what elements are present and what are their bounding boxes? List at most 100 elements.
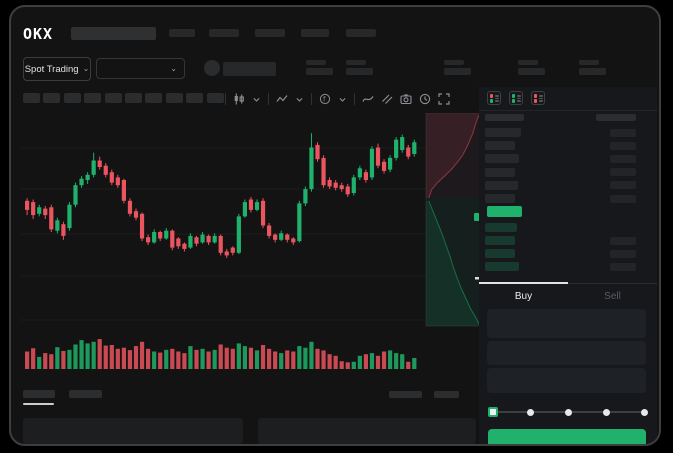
svg-text:f: f xyxy=(323,95,326,103)
bar xyxy=(490,94,493,98)
chevron-down-icon[interactable] xyxy=(252,95,261,104)
order-book-ask-row[interactable] xyxy=(485,180,518,190)
slider-stop[interactable] xyxy=(603,408,610,416)
order-book-bid-row[interactable] xyxy=(485,223,517,232)
market-type-dropdown[interactable]: Spot Trading ⌄ xyxy=(23,57,91,81)
book-bids-view-icon[interactable] xyxy=(509,91,523,105)
order-book-bid-row[interactable] xyxy=(485,236,515,245)
candle-style-icon[interactable] xyxy=(233,93,245,105)
grid-layer xyxy=(21,147,476,321)
book-asks-view-icon[interactable] xyxy=(531,91,545,105)
book-split-view-icon[interactable] xyxy=(487,91,501,105)
draw-tools-icon[interactable] xyxy=(381,93,393,105)
line xyxy=(517,97,521,99)
chevron-down-icon: ⌄ xyxy=(82,64,90,73)
coin-avatar xyxy=(204,60,220,76)
order-book-ask-row[interactable] xyxy=(485,167,515,177)
amount-slider[interactable] xyxy=(488,405,648,419)
bottom-action-2[interactable] xyxy=(434,391,459,398)
compare-icon[interactable] xyxy=(276,93,288,105)
chevron-down-icon[interactable] xyxy=(295,95,304,104)
bid-amount-skeleton[interactable] xyxy=(610,236,636,245)
toolbar-divider xyxy=(268,93,269,105)
ob-header-right-skeleton xyxy=(596,114,636,121)
bar xyxy=(512,94,515,98)
bottom-tab-2[interactable] xyxy=(69,390,102,398)
timeframe-button-skeleton[interactable] xyxy=(104,93,122,103)
tab-sell[interactable]: Sell xyxy=(604,290,621,302)
slider-handle[interactable] xyxy=(488,407,498,417)
chevron-down-icon[interactable] xyxy=(338,95,347,104)
timeframe-button-skeleton[interactable] xyxy=(186,93,204,103)
indicators-icon[interactable]: f xyxy=(319,93,331,105)
toolbar-divider xyxy=(354,93,355,105)
timeframe-button-skeleton[interactable] xyxy=(165,93,183,103)
order-book-ask-row[interactable] xyxy=(485,194,515,203)
slider-stop[interactable] xyxy=(641,408,648,416)
order-book-ask-row[interactable] xyxy=(485,141,515,151)
stat-label-skeleton xyxy=(346,60,366,65)
slider-stop[interactable] xyxy=(565,408,572,416)
active-tab-indicator xyxy=(479,282,568,284)
pair-search-dropdown[interactable]: ⌄ xyxy=(96,58,185,79)
timeframe-button-skeleton[interactable] xyxy=(84,93,102,103)
bottom-tab-active-underline xyxy=(23,403,54,405)
fullscreen-icon[interactable] xyxy=(438,93,450,105)
order-book-ask-row[interactable] xyxy=(485,154,519,164)
ask-amount-skeleton[interactable] xyxy=(610,141,636,150)
bottom-action-1[interactable] xyxy=(389,391,422,398)
bottom-panel-1 xyxy=(23,418,243,444)
price-chart[interactable] xyxy=(21,112,484,391)
order-input-skeleton[interactable] xyxy=(487,368,646,393)
line-tool-icon[interactable] xyxy=(362,93,374,105)
line xyxy=(539,100,543,102)
history-icon[interactable] xyxy=(419,93,431,105)
nav-item-skeleton[interactable] xyxy=(169,29,195,37)
line xyxy=(539,97,543,99)
timeframe-button-skeleton[interactable] xyxy=(43,93,61,103)
nav-item-skeleton[interactable] xyxy=(209,29,239,37)
timeframe-button-skeleton[interactable] xyxy=(145,93,163,103)
stat-value-skeleton xyxy=(579,68,606,75)
bid-amount-skeleton[interactable] xyxy=(610,262,636,271)
order-input-skeleton[interactable] xyxy=(487,309,646,338)
ask-amount-skeleton[interactable] xyxy=(610,181,636,190)
stat-label-skeleton xyxy=(579,60,599,65)
ask-amount-skeleton[interactable] xyxy=(610,168,636,177)
timeframe-button-skeleton[interactable] xyxy=(63,93,81,103)
nav-item-skeleton[interactable] xyxy=(255,29,285,37)
bar xyxy=(534,94,537,98)
order-book-bid-row[interactable] xyxy=(485,249,515,258)
camera-icon[interactable] xyxy=(400,93,412,105)
search-input[interactable] xyxy=(71,27,156,40)
line xyxy=(539,95,543,97)
bottom-panel-2 xyxy=(258,418,476,444)
bottom-tab-1[interactable] xyxy=(23,390,55,398)
slider-stop[interactable] xyxy=(527,408,534,416)
chart-tools: f xyxy=(225,91,450,107)
timeframe-button-skeleton[interactable] xyxy=(206,93,224,103)
order-book-ask-row[interactable] xyxy=(485,128,521,137)
ask-amount-skeleton[interactable] xyxy=(610,154,636,163)
ask-amount-skeleton[interactable] xyxy=(610,194,636,203)
bid-amount-skeleton[interactable] xyxy=(610,249,636,258)
stat-label-skeleton xyxy=(306,60,326,65)
trade-tabs: Buy Sell xyxy=(479,282,657,308)
stat-label-skeleton xyxy=(444,60,464,65)
stat-label-skeleton xyxy=(518,60,538,65)
timeframe-button-skeleton[interactable] xyxy=(23,93,40,103)
candlestick-layer xyxy=(25,133,417,258)
divider xyxy=(479,110,657,111)
buy-submit-button[interactable] xyxy=(488,429,646,444)
timeframe-button-skeleton[interactable] xyxy=(125,93,142,103)
chart-svg xyxy=(21,112,484,369)
toolbar-divider xyxy=(311,93,312,105)
chevron-down-icon: ⌄ xyxy=(170,63,177,73)
tab-buy[interactable]: Buy xyxy=(514,290,533,302)
nav-item-skeleton[interactable] xyxy=(301,29,329,37)
nav-item-skeleton[interactable] xyxy=(346,29,376,37)
toolbar-divider xyxy=(225,93,226,105)
ask-amount-skeleton[interactable] xyxy=(610,128,636,137)
order-input-skeleton[interactable] xyxy=(487,341,646,365)
order-book-bid-row[interactable] xyxy=(485,262,519,271)
